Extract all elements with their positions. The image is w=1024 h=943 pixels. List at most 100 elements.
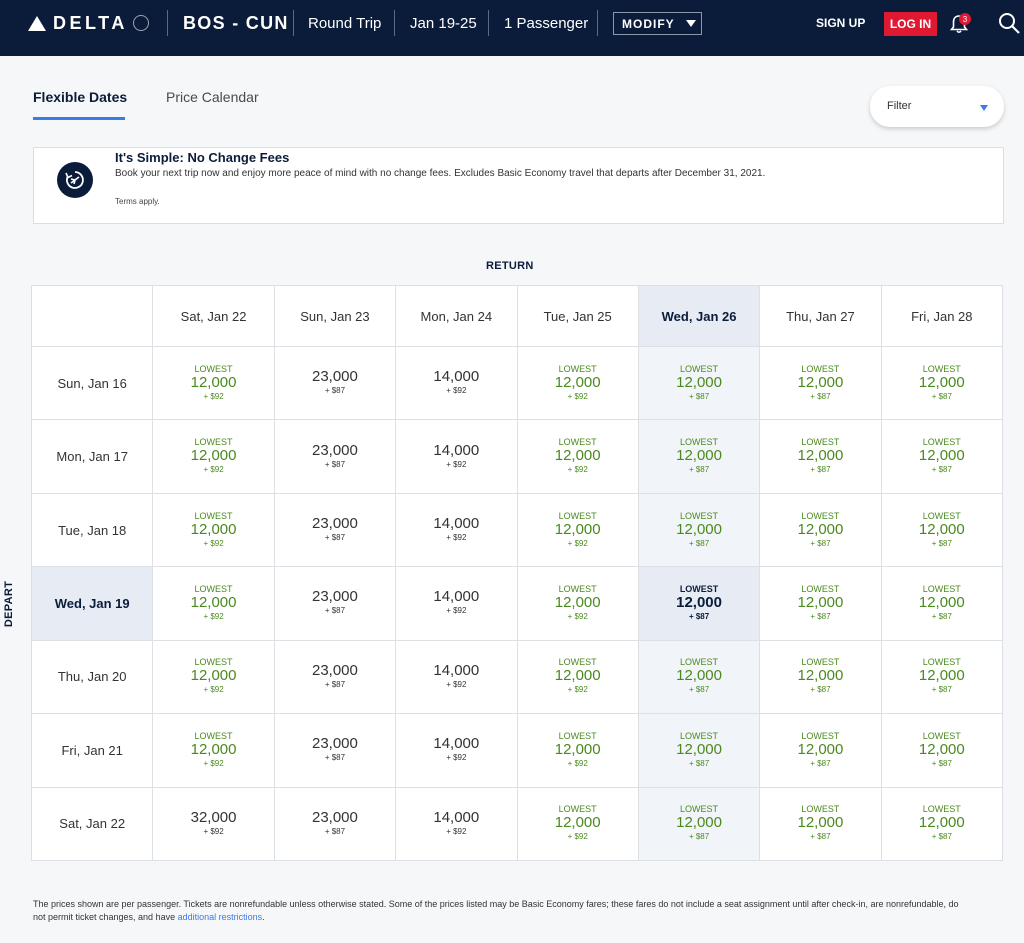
fare-taxes-fees: + $92 — [203, 758, 224, 768]
fare-cell-content: LOWEST 12,000 + $92 — [153, 364, 273, 403]
fare-cell[interactable]: 14,000 + $92 — [395, 786, 518, 862]
fare-cell-content: 23,000 + $87 — [275, 369, 395, 397]
fare-cell[interactable]: LOWEST 12,000 + $87 — [880, 419, 1004, 494]
fare-cell[interactable]: 23,000 + $87 — [273, 786, 397, 862]
fare-cell[interactable]: LOWEST 12,000 + $92 — [152, 713, 275, 788]
depart-date-label: Wed, Jan 19 — [30, 566, 154, 641]
lowest-fare-badge: LOWEST — [801, 437, 840, 448]
fare-cell[interactable]: LOWEST 12,000 + $87 — [637, 419, 761, 494]
lowest-fare-badge: LOWEST — [922, 363, 961, 374]
fare-cell[interactable]: LOWEST 12,000 + $92 — [516, 345, 639, 421]
fare-cell[interactable]: 23,000 + $87 — [273, 419, 397, 494]
fare-cell[interactable]: 32,000 + $92 — [152, 786, 275, 862]
fare-cell[interactable]: 14,000 + $92 — [395, 713, 518, 788]
change-flight-icon — [57, 162, 93, 198]
fare-cell[interactable]: LOWEST 12,000 + $87 — [759, 419, 882, 494]
log-in-button[interactable]: LOG IN — [884, 12, 937, 36]
fare-cell[interactable]: 14,000 + $92 — [395, 639, 518, 715]
fare-cell[interactable]: LOWEST 12,000 + $87 — [759, 566, 882, 641]
fare-row: Wed, Jan 19 LOWEST 12,000 + $92 23,000 + $87 1… — [30, 566, 1004, 641]
lowest-fare-badge: LOWEST — [194, 363, 233, 374]
fare-cell-content: LOWEST 12,000 + $92 — [153, 584, 273, 623]
fare-cell[interactable]: 14,000 + $92 — [395, 419, 518, 494]
lowest-fare-badge: LOWEST — [558, 730, 597, 741]
fare-taxes-fees: + $92 — [446, 753, 467, 763]
additional-restrictions-link[interactable]: additional restrictions — [177, 912, 263, 922]
fare-cell[interactable]: LOWEST 12,000 + $92 — [152, 345, 275, 421]
fare-cell[interactable]: LOWEST 12,000 + $92 — [152, 492, 275, 568]
fare-cell[interactable]: LOWEST 12,000 + $92 — [152, 639, 275, 715]
fare-cell[interactable]: LOWEST 12,000 + $92 — [516, 713, 639, 788]
fare-row: Thu, Jan 20 LOWEST 12,000 + $92 23,000 + $87 1… — [30, 639, 1004, 715]
fare-cell[interactable]: 14,000 + $92 — [395, 492, 518, 568]
fare-cell[interactable]: LOWEST 12,000 + $92 — [152, 566, 275, 641]
fare-cell[interactable]: LOWEST 12,000 + $92 — [516, 566, 639, 641]
fare-cell-content: LOWEST 12,000 + $92 — [518, 657, 638, 696]
fare-cell[interactable]: LOWEST 12,000 + $92 — [516, 492, 639, 568]
fare-cell[interactable]: LOWEST 12,000 + $87 — [880, 566, 1004, 641]
fare-cell[interactable]: 14,000 + $92 — [395, 566, 518, 641]
lowest-fare-badge: LOWEST — [801, 657, 840, 668]
filter-dropdown[interactable]: Filter — [870, 86, 1004, 127]
fare-cell[interactable]: LOWEST 12,000 + $87 — [759, 713, 882, 788]
lowest-fare-badge: LOWEST — [558, 363, 597, 374]
fare-cell[interactable]: LOWEST 12,000 + $92 — [516, 786, 639, 862]
fare-miles: 23,000 — [311, 368, 358, 386]
delta-logo[interactable]: DELTA — [28, 13, 149, 33]
fare-taxes-fees: + $87 — [810, 611, 831, 621]
fare-miles: 23,000 — [311, 515, 358, 533]
fare-cell[interactable]: 23,000 + $87 — [273, 713, 397, 788]
fare-taxes-fees: + $92 — [446, 679, 467, 689]
fare-cell[interactable]: LOWEST 12,000 + $87 — [637, 713, 761, 788]
fare-cell[interactable]: 23,000 + $87 — [273, 566, 397, 641]
fare-cell[interactable]: LOWEST 12,000 + $87 — [759, 492, 882, 568]
fare-cell[interactable]: LOWEST 12,000 + $87 — [637, 566, 761, 641]
fare-cell[interactable]: LOWEST 12,000 + $87 — [637, 786, 761, 862]
disclaimer-period: . — [262, 912, 265, 922]
fare-cell[interactable]: LOWEST 12,000 + $87 — [637, 345, 761, 421]
fare-taxes-fees: + $87 — [688, 391, 710, 401]
sign-up-link[interactable]: SIGN UP — [816, 16, 866, 30]
tab-flexible-dates[interactable]: Flexible Dates — [33, 89, 128, 105]
fare-cell[interactable]: LOWEST 12,000 + $87 — [637, 492, 761, 568]
search-icon[interactable] — [997, 11, 1021, 35]
fare-cell-content: LOWEST 12,000 + $87 — [882, 804, 1002, 843]
fare-cell[interactable]: LOWEST 12,000 + $92 — [516, 419, 639, 494]
modify-button[interactable]: MODIFY — [613, 12, 702, 35]
fare-cell[interactable]: LOWEST 12,000 + $87 — [880, 345, 1004, 421]
fare-cell[interactable]: LOWEST 12,000 + $87 — [880, 639, 1004, 715]
fare-cell[interactable]: LOWEST 12,000 + $87 — [759, 639, 882, 715]
fare-taxes-fees: + $87 — [324, 386, 346, 396]
banner-body: Book your next trip now and enjoy more p… — [115, 168, 766, 179]
lowest-fare-badge: LOWEST — [194, 583, 233, 594]
lowest-fare-badge: LOWEST — [679, 583, 719, 594]
fare-cell-content: LOWEST 12,000 + $92 — [518, 804, 638, 843]
fare-cell-content: LOWEST 12,000 + $87 — [760, 437, 880, 476]
fare-cell-content: LOWEST 12,000 + $92 — [153, 511, 273, 550]
fare-cell[interactable]: LOWEST 12,000 + $87 — [759, 345, 882, 421]
fare-cell[interactable]: 14,000 + $92 — [395, 345, 518, 421]
fare-cell[interactable]: 23,000 + $87 — [273, 639, 397, 715]
fare-cell-content: LOWEST 12,000 + $87 — [639, 804, 759, 843]
fare-taxes-fees: + $87 — [324, 826, 346, 836]
fare-taxes-fees: + $87 — [931, 611, 952, 621]
fare-cell[interactable]: LOWEST 12,000 + $87 — [759, 786, 882, 862]
fare-cell[interactable]: LOWEST 12,000 + $87 — [880, 492, 1004, 568]
fare-taxes-fees: + $92 — [446, 386, 467, 396]
fare-cell[interactable]: 23,000 + $87 — [273, 345, 397, 421]
lowest-fare-badge: LOWEST — [680, 363, 719, 374]
fare-cell[interactable]: LOWEST 12,000 + $92 — [152, 419, 275, 494]
lowest-fare-badge: LOWEST — [801, 730, 840, 741]
lowest-fare-badge: LOWEST — [558, 437, 597, 448]
fare-cell-content: 14,000 + $92 — [396, 589, 516, 617]
fare-miles: 12,000 — [554, 447, 601, 465]
fare-cell[interactable]: LOWEST 12,000 + $87 — [880, 786, 1004, 862]
tab-price-calendar[interactable]: Price Calendar — [166, 89, 259, 105]
fare-cell[interactable]: 23,000 + $87 — [273, 492, 397, 568]
fare-cell[interactable]: LOWEST 12,000 + $87 — [880, 713, 1004, 788]
lowest-fare-badge: LOWEST — [680, 510, 719, 521]
divider — [167, 10, 168, 36]
fare-cell[interactable]: LOWEST 12,000 + $87 — [637, 639, 761, 715]
depart-date-label: Tue, Jan 18 — [30, 492, 154, 568]
fare-cell[interactable]: LOWEST 12,000 + $92 — [516, 639, 639, 715]
